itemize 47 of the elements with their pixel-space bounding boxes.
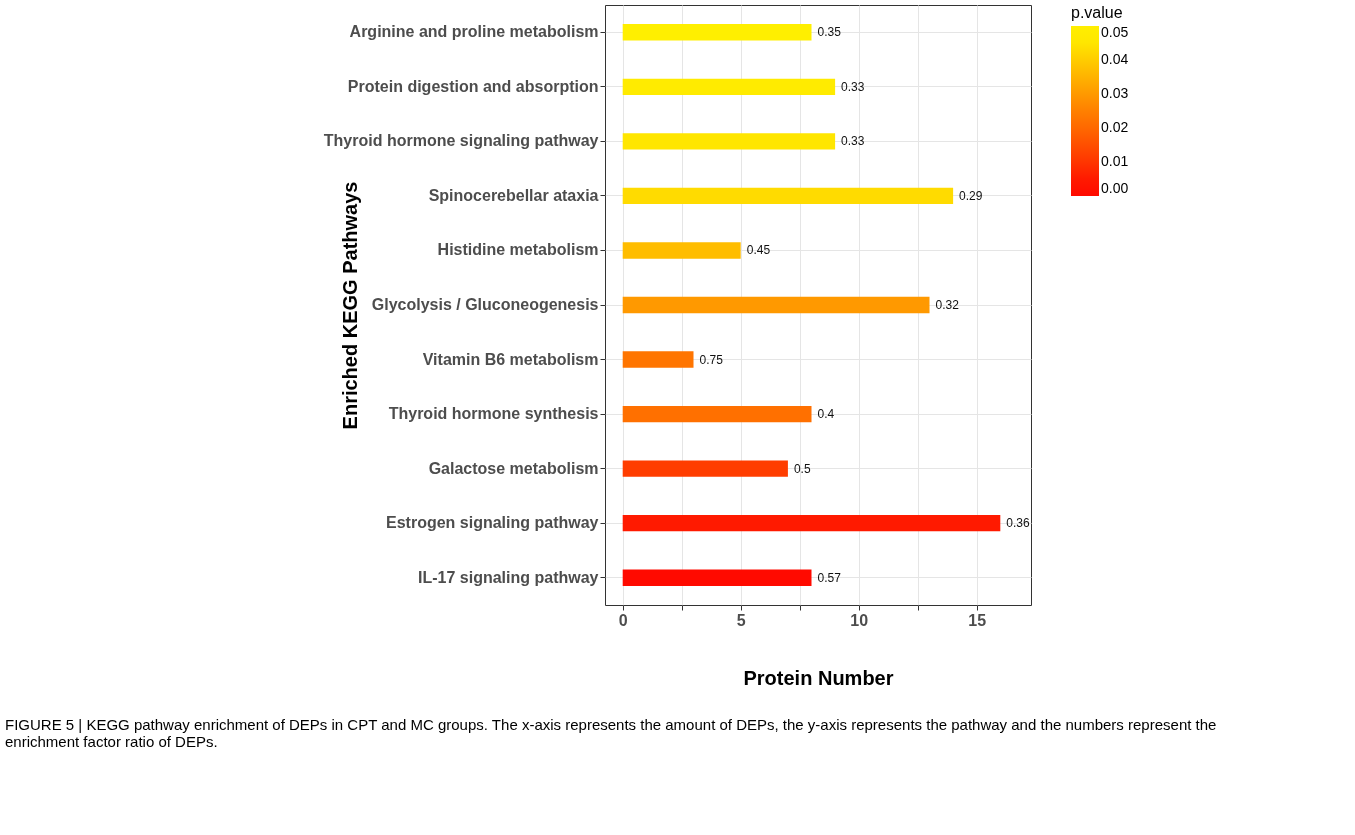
color-bar-label: 0.01	[1101, 153, 1129, 169]
annotation: 0.57	[817, 570, 842, 585]
annotation: 0.35	[817, 25, 842, 40]
color-bar-title: p.value	[1071, 4, 1123, 21]
y-tick-label: Arginine and proline metabolism	[349, 23, 599, 41]
bar	[622, 242, 741, 259]
annotation: 0.45	[746, 243, 771, 258]
bar	[622, 24, 812, 41]
bar	[622, 569, 812, 586]
x-tick-label: 0	[618, 611, 628, 629]
y-tick-label: Estrogen signaling pathway	[386, 514, 599, 532]
bar	[622, 460, 788, 477]
y-tick-label: Thyroid hormone signaling pathway	[323, 132, 599, 150]
annotation: 0.4	[817, 407, 835, 422]
y-axis-title: Enriched KEGG Pathways	[338, 181, 361, 430]
bar	[622, 405, 812, 423]
x-tick-label: 5	[736, 611, 746, 629]
color-bar-label: 0.05	[1101, 24, 1129, 40]
bar	[622, 187, 954, 205]
annotation: 0.33	[841, 134, 865, 149]
caption: FIGURE 5 | KEGG pathway enrichment of DEPs in CPT and MC groups. The x-axis represents the amount of DEPs, the y-axis represents the pathway and the numbers represent the enrichment factor ratio of DEPs.	[5, 716, 1217, 750]
bar	[622, 351, 694, 368]
annotation: 0.36	[1006, 516, 1030, 531]
y-tick-label: Spinocerebellar ataxia	[428, 186, 599, 204]
annotation: 0.32	[935, 298, 960, 312]
annotation: 0.29	[959, 188, 983, 203]
annotation: 0.33	[841, 79, 865, 94]
color-bar-label: 0.03	[1101, 85, 1129, 101]
x-tick-label: 10	[850, 611, 869, 629]
bar	[622, 78, 836, 95]
y-tick-label: Protein digestion and absorption	[347, 77, 599, 95]
y-tick-label: Histidine metabolism	[437, 241, 599, 259]
color-bar-label: 0.02	[1101, 119, 1129, 135]
y-tick-label: Vitamin B6 metabolism	[422, 350, 599, 368]
annotation: 0.5	[793, 461, 811, 476]
bar	[622, 515, 1001, 532]
color-bar-label: 0.00	[1101, 180, 1129, 196]
y-tick-label: Galactose metabolism	[428, 459, 599, 477]
bar	[622, 133, 836, 150]
y-tick-label: Glycolysis / Gluconeogenesis	[371, 296, 599, 313]
x-axis-title: Protein Number	[743, 666, 894, 689]
y-tick-label: IL-17 signaling pathway	[418, 568, 599, 586]
bar	[622, 296, 930, 314]
y-tick-label: Thyroid hormone synthesis	[388, 405, 599, 423]
x-tick-label: 15	[968, 611, 987, 629]
annotation: 0.75	[699, 352, 724, 367]
color-bar-label: 0.04	[1101, 51, 1129, 67]
